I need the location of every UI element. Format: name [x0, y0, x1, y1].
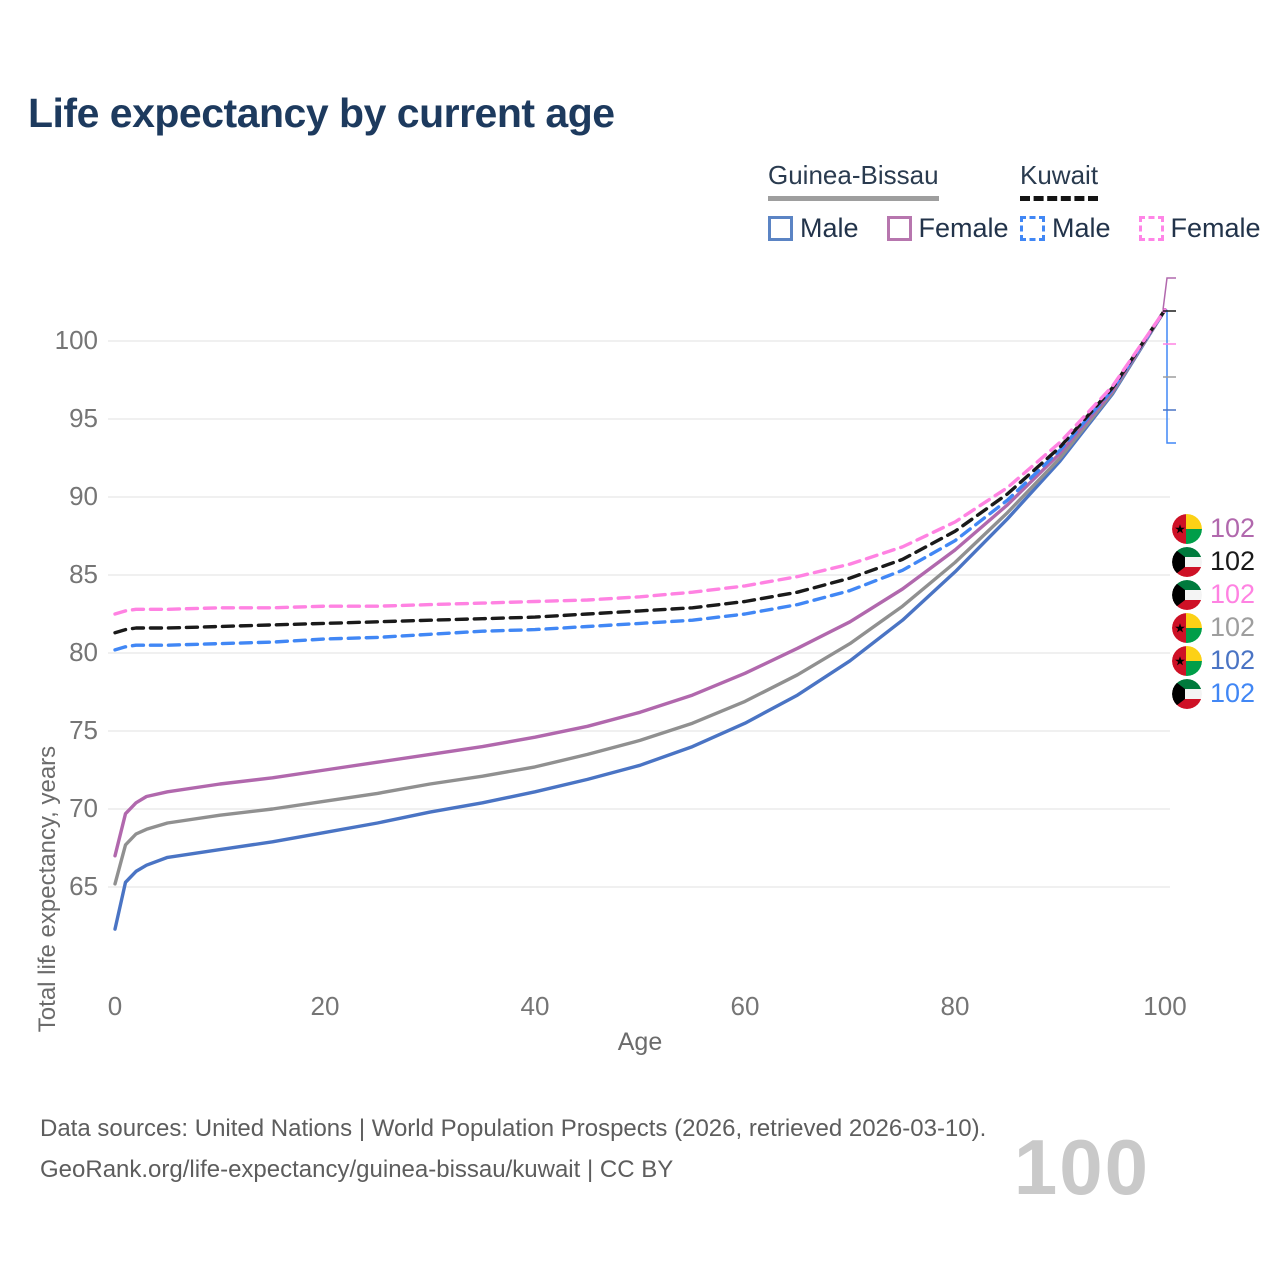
svg-text:Age: Age — [618, 1028, 662, 1056]
kuwait-male-swatch-icon — [1020, 216, 1045, 241]
svg-text:90: 90 — [69, 481, 98, 511]
page-title: Life expectancy by current age — [28, 90, 615, 136]
series-end-labels: 102 102 102 102 — [1172, 512, 1255, 710]
end-label-kuwait-female[interactable]: 102 — [1172, 578, 1255, 611]
legend-group-kuwait: Kuwait Male Female — [1020, 160, 1261, 244]
kuwait-flag-icon — [1172, 678, 1202, 709]
legend-header-guinea-bissau[interactable]: Guinea-Bissau — [768, 160, 939, 201]
svg-text:85: 85 — [69, 559, 98, 589]
legend-item-kuwait-male[interactable]: Male — [1020, 213, 1111, 244]
guinea-bissau-flag-icon — [1172, 513, 1202, 544]
end-label-value: 102 — [1210, 513, 1256, 543]
line-plot[interactable]: 65 70 75 80 85 90 95 100 0 20 40 60 80 100 Age — [0, 250, 1280, 1070]
guinea-bissau-flag-icon — [1172, 645, 1202, 676]
svg-text:95: 95 — [69, 403, 98, 433]
svg-text:80: 80 — [941, 991, 970, 1021]
footer-data-sources: Data sources: United Nations | World Pop… — [40, 1115, 987, 1142]
svg-text:60: 60 — [731, 991, 760, 1021]
legend-item-kuwait-female[interactable]: Female — [1138, 213, 1261, 244]
end-label-kuwait-average[interactable]: 102 — [1172, 545, 1255, 578]
svg-text:0: 0 — [108, 991, 122, 1021]
chart-area[interactable]: Total life expectancy, years 65 70 75 80 85 9… — [0, 250, 1280, 1211]
end-label-value: 102 — [1210, 579, 1256, 609]
svg-text:80: 80 — [69, 637, 98, 667]
end-label-value: 102 — [1210, 645, 1256, 675]
guinea-bissau-male-swatch-icon — [768, 216, 793, 241]
svg-text:100: 100 — [1143, 991, 1186, 1021]
end-label-guinea-bissau-male[interactable]: 102 — [1172, 644, 1255, 677]
guinea-bissau-female-swatch-icon — [886, 216, 912, 241]
guinea-bissau-flag-icon — [1172, 612, 1202, 643]
footer-attribution: GeoRank.org/life-expectancy/guinea-bissa… — [40, 1156, 674, 1183]
svg-text:100: 100 — [55, 325, 98, 355]
end-label-guinea-bissau-average[interactable]: 102 — [1172, 611, 1255, 644]
svg-text:65: 65 — [69, 871, 98, 901]
footer: Data sources: United Nations | World Pop… — [40, 1108, 986, 1190]
legend-item-label: Male — [800, 213, 859, 243]
legend-item-label: Female — [1170, 213, 1261, 243]
svg-text:20: 20 — [311, 991, 340, 1021]
kuwait-flag-icon — [1172, 546, 1202, 577]
svg-text:75: 75 — [69, 715, 98, 745]
end-label-value: 102 — [1210, 546, 1256, 576]
legend-item-guinea-bissau-male[interactable]: Male — [768, 213, 859, 244]
legend-item-label: Female — [918, 213, 1009, 243]
svg-text:70: 70 — [69, 793, 98, 823]
legend-item-label: Male — [1052, 213, 1111, 243]
legend-group-guinea-bissau: Guinea-Bissau Male Female — [768, 160, 1009, 244]
legend-item-guinea-bissau-female[interactable]: Female — [886, 213, 1009, 244]
hover-age-watermark: 100 — [1013, 1123, 1150, 1211]
end-label-value: 102 — [1210, 612, 1256, 642]
kuwait-flag-icon — [1172, 579, 1202, 610]
legend-header-kuwait[interactable]: Kuwait — [1020, 160, 1099, 201]
legend-items-guinea-bissau: Male Female — [768, 213, 1009, 244]
legend: Guinea-Bissau Male Female Kuwait Male — [0, 160, 1280, 250]
kuwait-female-swatch-icon — [1138, 216, 1164, 241]
end-label-kuwait-male[interactable]: 102 — [1172, 677, 1255, 710]
end-label-guinea-bissau-female[interactable]: 102 — [1172, 512, 1255, 545]
legend-items-kuwait: Male Female — [1020, 213, 1261, 244]
end-label-value: 102 — [1210, 678, 1256, 708]
svg-text:40: 40 — [521, 991, 550, 1021]
